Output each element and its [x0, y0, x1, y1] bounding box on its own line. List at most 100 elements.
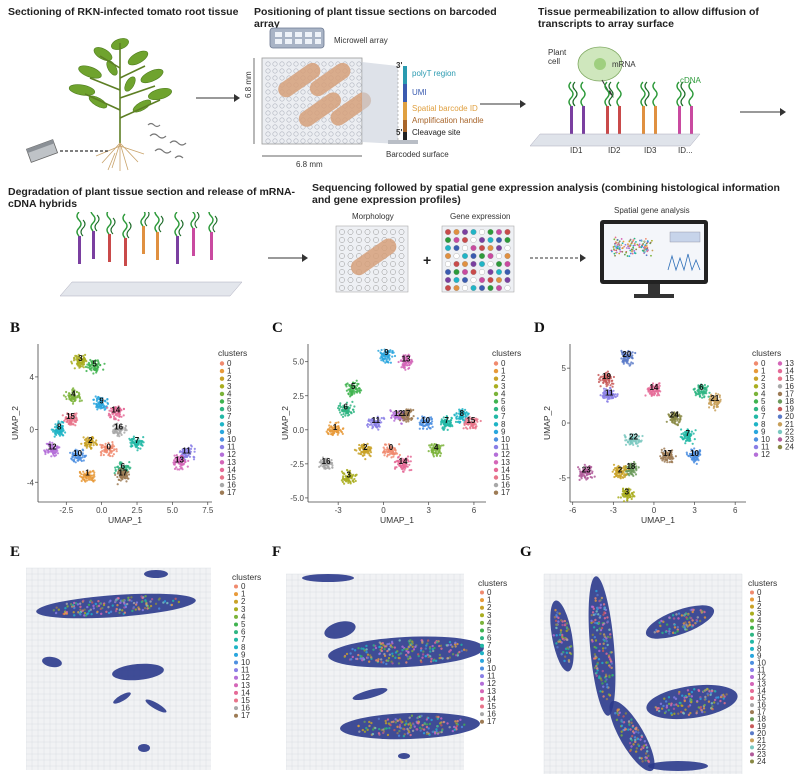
scatter-point	[78, 366, 81, 369]
scatter-point	[412, 415, 415, 418]
scatter-point	[650, 394, 653, 397]
x-tick-label: -2.5	[59, 506, 73, 515]
scatter-point	[616, 474, 619, 477]
scatter-point	[187, 459, 190, 462]
scatter-point	[369, 455, 372, 458]
scatter-point	[350, 384, 353, 387]
tissue-section	[646, 684, 738, 720]
legend-item: 6	[761, 405, 766, 414]
legend-item: 24	[757, 757, 766, 766]
scatter-point	[718, 394, 721, 397]
scatter-point	[406, 465, 409, 468]
scatter-point	[319, 459, 323, 462]
scatter-point	[114, 417, 117, 420]
scatter-point	[352, 408, 355, 411]
scatter-point	[322, 465, 325, 468]
y-tick-label: 2.5	[293, 392, 305, 401]
scatter-point	[114, 466, 117, 469]
scatter-point	[669, 418, 672, 422]
y-tick-label: 0	[30, 426, 35, 435]
scatter-point	[378, 419, 381, 422]
scatter-point	[608, 381, 611, 384]
cluster-label: 16	[322, 457, 331, 466]
legend-marker	[493, 406, 499, 412]
scatter-point	[183, 452, 186, 455]
scatter-point	[584, 465, 587, 468]
scatter-point	[342, 410, 345, 413]
scatter-point	[398, 419, 402, 422]
scatter-point	[342, 412, 345, 416]
scatter-point	[99, 364, 102, 367]
scatter-point	[347, 481, 350, 484]
scatter-point	[368, 448, 371, 451]
scatter-point	[115, 410, 118, 413]
scatter-point	[95, 399, 98, 402]
scatter-point	[114, 427, 117, 430]
scatter-point	[82, 354, 85, 357]
legend-title: clusters	[492, 348, 521, 358]
scatter-point	[688, 438, 691, 441]
scatter-point	[471, 417, 474, 420]
scatter-point	[89, 474, 92, 477]
scatter-point	[178, 468, 181, 471]
scatter-point	[62, 421, 65, 424]
scatter-point	[190, 445, 193, 448]
scatter-point	[345, 411, 348, 414]
scatter-point	[174, 461, 177, 464]
scatter-point	[376, 415, 379, 418]
scatter-point	[85, 479, 89, 482]
scatter-point	[622, 476, 625, 479]
scatter-point	[410, 417, 413, 420]
scatter-point	[355, 390, 358, 393]
scatter-point	[687, 454, 690, 457]
probe-3prime: 3'	[396, 61, 403, 70]
legend-marker	[753, 406, 759, 412]
scatter-point	[99, 454, 103, 457]
legend-item: 5	[761, 397, 766, 406]
scatter-point	[108, 409, 111, 412]
scatter-point	[684, 442, 687, 445]
legend-marker	[753, 437, 759, 442]
scatter-point	[49, 444, 52, 447]
scatter-point	[89, 477, 92, 480]
scatter-point	[391, 350, 394, 354]
scatter-point	[72, 400, 75, 403]
legend-marker	[493, 444, 499, 450]
scatter-point	[599, 394, 602, 397]
scatter-point	[461, 414, 464, 418]
legend-item: 0	[487, 588, 492, 597]
x-tick-label: 2.5	[131, 506, 143, 515]
probe-polyt: polyT region	[412, 69, 456, 78]
id1-label: ID1	[570, 146, 583, 155]
scatter-point	[109, 449, 112, 452]
scatter-point	[55, 451, 58, 454]
scatter-point	[77, 454, 80, 457]
scatter-point	[353, 405, 356, 408]
scatter-point	[75, 358, 78, 361]
cluster-label: 20	[622, 350, 631, 359]
scatter-point	[421, 422, 424, 425]
legend-marker	[493, 391, 499, 397]
legend-marker	[753, 399, 759, 404]
scatter-point	[620, 357, 623, 360]
legend-item: 21	[785, 420, 794, 429]
scatter-point	[85, 440, 88, 443]
legend-item: 3	[757, 609, 762, 618]
scatter-point	[657, 390, 660, 393]
scatter-point	[463, 422, 466, 425]
scatter-point	[89, 444, 92, 447]
cluster-label: 1	[85, 469, 90, 478]
legend-marker	[234, 660, 238, 665]
legend-title: clusters	[748, 578, 777, 588]
scatter-point	[408, 354, 411, 358]
scatter-point	[614, 393, 617, 396]
legend-marker	[234, 614, 238, 619]
scatter-point	[52, 430, 55, 433]
mrna-label: mRNA	[612, 60, 636, 69]
scatter-point	[627, 493, 630, 496]
scatter-point	[112, 415, 116, 418]
scatter-point	[358, 391, 361, 394]
scatter-point	[439, 452, 443, 455]
scatter-point	[76, 396, 79, 399]
cluster-label: 15	[66, 412, 75, 421]
